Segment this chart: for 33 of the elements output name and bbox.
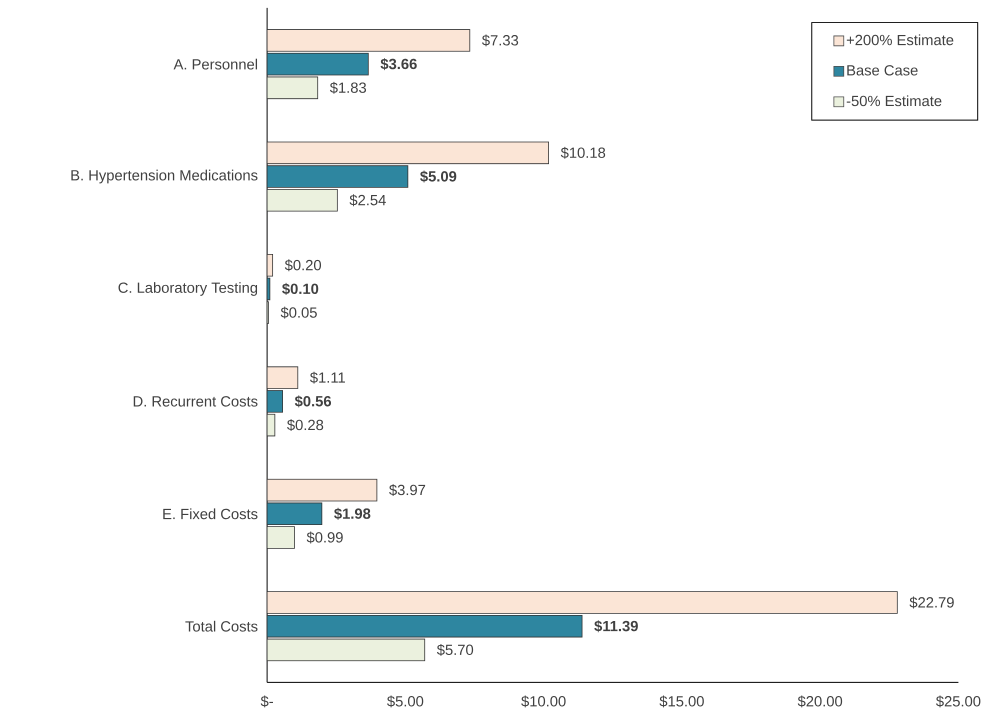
data-label: $10.18: [560, 146, 606, 159]
y-tick-label: D. Recurrent Costs: [134, 396, 258, 407]
y-tick-label: Total Costs: [185, 620, 258, 632]
legend-label: +200% Estimate: [846, 34, 954, 46]
y-tick-label: E. Fixed Costs: [163, 508, 258, 520]
y-tick-label: A. Personnel: [174, 58, 258, 70]
data-label: $0.56: [294, 395, 332, 408]
data-label: $1.83: [330, 82, 366, 94]
data-label: $3.66: [380, 58, 417, 70]
legend-label: Base Case: [847, 65, 918, 76]
data-label: $5.09: [420, 170, 456, 183]
data-label: $3.97: [389, 484, 426, 496]
data-label: $22.79: [910, 596, 954, 608]
data-label: $0.28: [287, 419, 324, 432]
data-label: $11.39: [594, 620, 638, 632]
x-tick-label: $5.00: [387, 695, 424, 708]
x-tick-label: $20.00: [798, 695, 842, 708]
data-label: $1.11: [310, 372, 345, 384]
data-label: $5.70: [436, 644, 474, 656]
data-label: $2.54: [350, 194, 386, 206]
data-label: $0.20: [284, 259, 322, 272]
x-tick-label: $25.00: [936, 695, 980, 708]
x-tick-label: $15.00: [659, 695, 704, 708]
y-tick-label: C. Laboratory Testing: [118, 282, 258, 296]
x-tick-label: $-: [260, 695, 274, 708]
data-label: $1.98: [334, 508, 370, 520]
data-label: $0.10: [282, 282, 318, 295]
data-label: $0.99: [306, 532, 343, 544]
y-tick-label: B. Hypertension Medications: [71, 170, 258, 184]
x-tick-label: $10.00: [521, 695, 566, 708]
data-label: $0.05: [280, 306, 317, 319]
legend-label: -50% Estimate: [846, 95, 942, 106]
data-label: $7.33: [482, 34, 518, 46]
